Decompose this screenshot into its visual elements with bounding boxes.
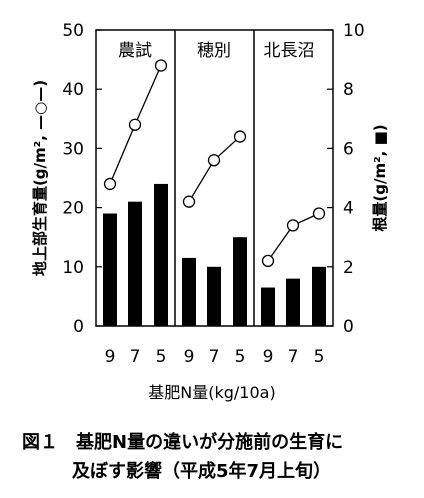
bar-3-2: [286, 278, 300, 326]
bar-3-3: [312, 266, 326, 326]
panel-label-1: 農試: [118, 41, 152, 61]
panel-label-3: 北長沼: [264, 41, 315, 61]
y-left-tick-label-4: 40: [62, 80, 84, 100]
y-right-tick-label-2: 4: [343, 199, 354, 219]
bar-2-2: [207, 266, 221, 326]
point-2-3: [233, 130, 247, 143]
y-left-tick-label-1: 10: [62, 258, 84, 278]
x-tick-label-1-1: 9: [105, 347, 116, 367]
y-axis-right-title: 根量(g/m², ■): [371, 124, 389, 231]
y-right-tick-label-4: 8: [343, 80, 354, 100]
point-1-3: [154, 59, 168, 72]
line-series: [103, 59, 326, 268]
y-left-tick-label-3: 30: [62, 139, 84, 159]
bar-1-3: [154, 183, 168, 326]
bar-1-1: [103, 213, 117, 326]
y-axis-left-title: 地上部生育量(g/m², —○—): [31, 80, 49, 276]
y-axis-right: 0 2 4 6 8 10: [327, 21, 365, 337]
x-tick-label-1-2: 7: [130, 347, 141, 367]
point-3-1: [261, 254, 275, 268]
x-tick-label-1-3: 5: [156, 347, 167, 367]
y-right-tick-label-0: 0: [343, 317, 354, 337]
x-tick-label-3-2: 7: [288, 347, 299, 367]
y-left-tick-label-2: 20: [62, 199, 84, 219]
x-tick-label-3-1: 9: [263, 347, 274, 367]
bar-1-2: [128, 201, 142, 326]
bar-2-1: [182, 257, 196, 326]
line-segment-panel-2: [188, 136, 241, 203]
y-axis-left: 0 10 20 30 40 50: [62, 21, 102, 337]
x-tick-label-2-3: 5: [235, 347, 246, 367]
point-1-1: [103, 177, 117, 191]
point-2-2: [207, 154, 221, 167]
y-left-tick-label-0: 0: [73, 317, 84, 337]
bar-3-1: [261, 287, 275, 326]
x-tick-label-2-1: 9: [184, 347, 195, 367]
point-3-3: [312, 207, 326, 220]
point-1-2: [128, 118, 142, 131]
point-3-2: [286, 219, 300, 232]
x-axis-title: 基肥N量(kg/10a): [148, 383, 275, 402]
y-right-tick-label-1: 2: [343, 258, 354, 278]
bar-series: [103, 183, 326, 326]
y-right-tick-label-5: 10: [343, 21, 365, 41]
bar-2-3: [233, 237, 247, 326]
point-2-1: [182, 195, 196, 208]
x-tick-label-2-2: 7: [209, 347, 220, 367]
panel-label-2: 穂別: [197, 41, 231, 61]
figure-caption-line-2: 及ぼす影響（平成5年7月上旬）: [72, 461, 332, 482]
y-right-tick-label-3: 6: [343, 139, 354, 159]
figure-caption-line-1: 図１ 基肥N量の違いが分施前の生育に: [22, 432, 344, 453]
y-left-tick-label-5: 50: [62, 21, 84, 41]
x-tick-label-3-3: 5: [314, 347, 325, 367]
